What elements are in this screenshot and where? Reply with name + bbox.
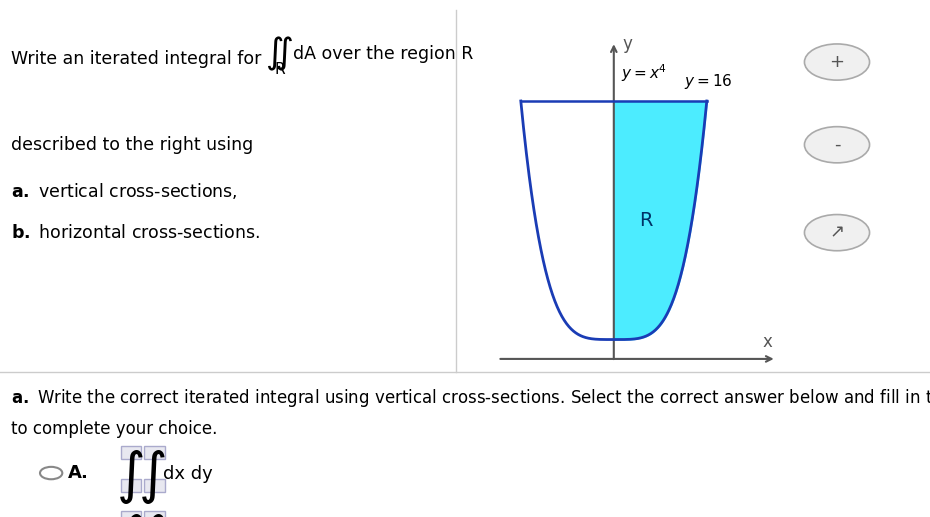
Text: x: x	[763, 333, 772, 351]
Text: described to the right using: described to the right using	[11, 136, 253, 154]
Text: $\iint$: $\iint$	[265, 35, 293, 73]
FancyBboxPatch shape	[121, 479, 141, 492]
Text: dx dy: dx dy	[163, 465, 212, 483]
Circle shape	[804, 127, 870, 163]
FancyBboxPatch shape	[144, 511, 165, 517]
Text: R: R	[640, 211, 653, 230]
Text: -: -	[834, 136, 840, 154]
Text: $\bf{a.}$ Write the correct iterated integral using vertical cross-sections. Sel: $\bf{a.}$ Write the correct iterated int…	[11, 387, 930, 409]
Text: +: +	[830, 53, 844, 71]
Text: y: y	[622, 35, 632, 53]
Text: $\int$: $\int$	[116, 448, 144, 506]
Circle shape	[804, 44, 870, 80]
FancyBboxPatch shape	[121, 511, 141, 517]
Text: to complete your choice.: to complete your choice.	[11, 420, 218, 438]
Text: $\bf{b.}$ horizontal cross-sections.: $\bf{b.}$ horizontal cross-sections.	[11, 224, 260, 241]
Text: ↗: ↗	[830, 224, 844, 241]
Text: $y = 16$: $y = 16$	[684, 72, 732, 91]
Text: $\bf{A.}$: $\bf{A.}$	[67, 464, 88, 482]
Text: Write an iterated integral for: Write an iterated integral for	[11, 51, 261, 68]
Text: $\int$: $\int$	[138, 512, 166, 517]
Text: $\int$: $\int$	[116, 512, 144, 517]
Text: $\bf{a.}$ vertical cross-sections,: $\bf{a.}$ vertical cross-sections,	[11, 181, 238, 201]
FancyBboxPatch shape	[144, 446, 165, 459]
Text: dA over the region R: dA over the region R	[293, 45, 473, 63]
FancyBboxPatch shape	[144, 479, 165, 492]
FancyBboxPatch shape	[121, 446, 141, 459]
Text: R: R	[274, 62, 285, 78]
Text: $\int$: $\int$	[138, 448, 166, 506]
Circle shape	[804, 215, 870, 251]
Text: $y = x^4$: $y = x^4$	[621, 62, 667, 84]
